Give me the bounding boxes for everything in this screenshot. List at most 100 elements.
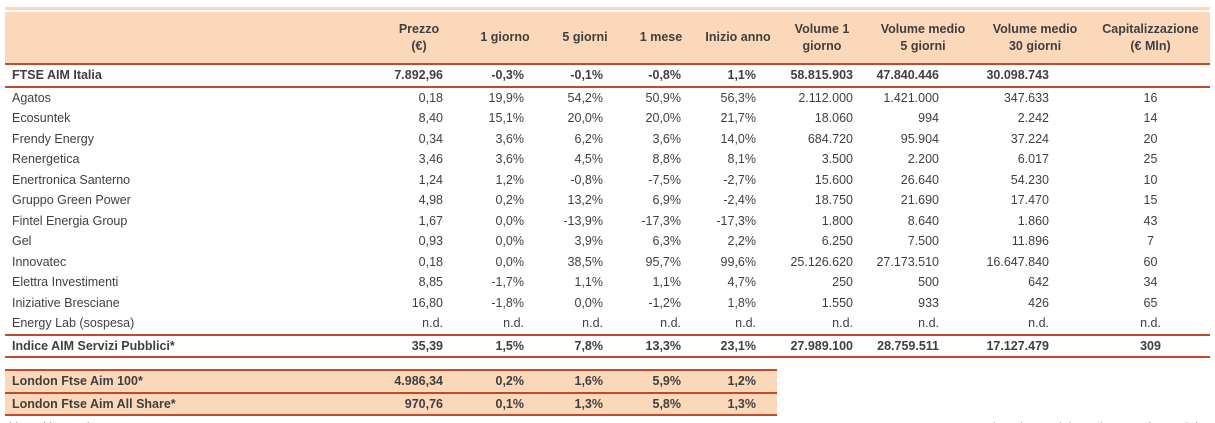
cell-vol5: 933	[918, 295, 939, 310]
row-label: Elettra Investimenti	[12, 275, 119, 289]
cell-vol5	[867, 370, 979, 393]
cell-g5: 38,5%	[567, 254, 603, 269]
cell-vol1: 25.126.620	[790, 254, 853, 269]
top-rule	[5, 7, 1210, 10]
cell-g1: 1,5%	[463, 333, 547, 358]
row-label: Agatos	[12, 90, 51, 105]
cell-vol30: 30.098.743	[979, 63, 1091, 88]
cell-vol5: 95.904	[900, 131, 939, 146]
row-label: Renergetica	[12, 152, 80, 166]
cell-g1: 15,1%	[488, 111, 524, 125]
cell-g1: 0,2%	[495, 193, 525, 207]
cell-m1: 6,9%	[652, 193, 682, 207]
row-label: FTSE AIM Italia	[5, 63, 375, 88]
cell-vol1: 18.750	[814, 193, 853, 207]
cell-vol30: 1.860	[1017, 213, 1049, 228]
cell-vol5: 2.200	[907, 152, 939, 166]
column-header-vol30: Volume medio 30 giorni	[979, 12, 1091, 64]
column-header-vol1: Volume 1 giorno	[777, 12, 867, 64]
cell-g5: 13,2%	[567, 193, 603, 207]
column-header-m1: 1 mese	[623, 12, 699, 64]
cell-cap: 25	[1143, 152, 1158, 166]
cell-g1: -1,8%	[491, 295, 524, 310]
cell-ytd: 99,6%	[720, 254, 756, 269]
row-label: Enertronica Santerno	[12, 172, 131, 187]
cell-prezzo: n.d.	[422, 316, 443, 330]
row-label: London Ftse Aim 100*	[5, 369, 375, 394]
table-row: Iniziative Bresciane 16,80 -1,8% 0,0% -1,2% 1…	[5, 293, 1210, 314]
cell-g5: 7,8%	[547, 333, 623, 358]
table-row: London Ftse Aim 100* 4.986,34 0,2% 1,6% 5,9%…	[5, 369, 1210, 394]
cell-vol1	[777, 393, 867, 416]
row-label: Indice AIM Servizi Pubblici*	[5, 333, 375, 358]
column-header-g1: 1 giorno	[463, 12, 547, 64]
column-header-prezzo: Prezzo (€)	[375, 12, 463, 64]
cell-vol1: 684.720	[807, 131, 853, 146]
cell-ytd: 21,7%	[720, 111, 756, 125]
cell-vol30: 54.230	[1010, 172, 1049, 187]
row-label: Energy Lab (sospesa)	[12, 316, 135, 330]
cell-vol1: 27.989.100	[777, 333, 867, 358]
table-row: Gel 0,93 0,0% 3,9% 6,3% 2,2% 6.250 7.500 11.896 7	[5, 231, 1210, 252]
table-row: Energy Lab (sospesa) n.d. n.d. n.d. n.d. n.d.…	[5, 313, 1210, 335]
cell-prezzo: 3,46	[418, 152, 443, 166]
cell-ytd: 1,8%	[727, 295, 757, 310]
cell-vol30: 6.017	[1017, 152, 1049, 166]
cell-vol5: 8.640	[907, 213, 939, 228]
cell-ytd: 56,3%	[720, 90, 756, 105]
cell-ytd: 23,1%	[699, 333, 777, 358]
table-row: Innovatec 0,18 0,0% 38,5% 95,7% 99,6% 25.126.6…	[5, 252, 1210, 273]
column-header-g5: 5 giorni	[547, 12, 623, 64]
cell-vol5: 7.500	[907, 234, 939, 248]
cell-vol1: 15.600	[814, 172, 853, 187]
cell-ytd: 1,3%	[699, 391, 777, 416]
cell-m1: 5,9%	[623, 369, 699, 394]
cell-vol5: 21.690	[900, 193, 939, 207]
cell-cap: n.d.	[1140, 316, 1161, 330]
table-row: Frendy Energy 0,34 3,6% 6,2% 3,6% 14,0% 684.72…	[5, 129, 1210, 150]
cell-m1: 5,8%	[623, 391, 699, 416]
cell-ytd: -17,3%	[716, 213, 756, 228]
cell-vol5: 47.840.446	[867, 63, 979, 88]
table-row: Elettra Investimenti 8,85 -1,7% 1,1% 1,1% 4,7…	[5, 272, 1210, 293]
cell-m1: -17,3%	[641, 213, 681, 228]
cell-m1: 20,0%	[645, 111, 681, 125]
cell-prezzo: 0,93	[418, 234, 443, 248]
cell-m1: 3,6%	[652, 131, 682, 146]
table-row: Ecosuntek 8,40 15,1% 20,0% 20,0% 21,7% 18.060 9…	[5, 108, 1210, 129]
cell-g5: 3,9%	[574, 234, 604, 248]
row-label: Gel	[12, 234, 32, 248]
cell-vol5: n.d.	[918, 316, 939, 330]
cell-vol30: 642	[1028, 275, 1049, 289]
cell-cap	[1091, 393, 1210, 416]
cell-vol30: n.d.	[1028, 316, 1049, 330]
cell-ytd: 1,2%	[699, 369, 777, 394]
cell-prezzo: 35,39	[375, 333, 463, 358]
cell-g1: 0,0%	[495, 213, 525, 228]
cell-m1: 13,3%	[623, 333, 699, 358]
cell-vol5: 500	[918, 275, 939, 289]
cell-vol1: 6.250	[821, 234, 853, 248]
cell-vol5	[867, 393, 979, 416]
cell-cap	[1091, 63, 1210, 88]
cell-vol5: 28.759.511	[867, 333, 979, 358]
table-row: Enertronica Santerno 1,24 1,2% -0,8% -7,5% -2…	[5, 170, 1210, 191]
cell-ytd: 1,1%	[699, 63, 777, 88]
cell-vol30	[979, 393, 1091, 416]
cell-cap: 16	[1143, 90, 1158, 105]
cell-m1: -7,5%	[648, 172, 681, 187]
table-row: Indice AIM Servizi Pubblici* 35,39 1,5% 7,8…	[5, 333, 1210, 358]
cell-prezzo: 970,76	[375, 391, 463, 416]
cell-vol1	[777, 370, 867, 393]
cell-g1: n.d.	[503, 316, 524, 330]
cell-vol1: 250	[832, 275, 853, 289]
cell-g5: 20,0%	[567, 111, 603, 125]
cell-g5: 0,0%	[574, 295, 604, 310]
cell-m1: 1,1%	[652, 275, 682, 289]
cell-ytd: n.d.	[735, 316, 756, 330]
cell-cap: 10	[1143, 172, 1158, 187]
table-row: Gruppo Green Power 4,98 0,2% 13,2% 6,9% -2,4%…	[5, 190, 1210, 211]
row-label: London Ftse Aim All Share*	[5, 391, 375, 416]
cell-g1: 0,2%	[463, 369, 547, 394]
